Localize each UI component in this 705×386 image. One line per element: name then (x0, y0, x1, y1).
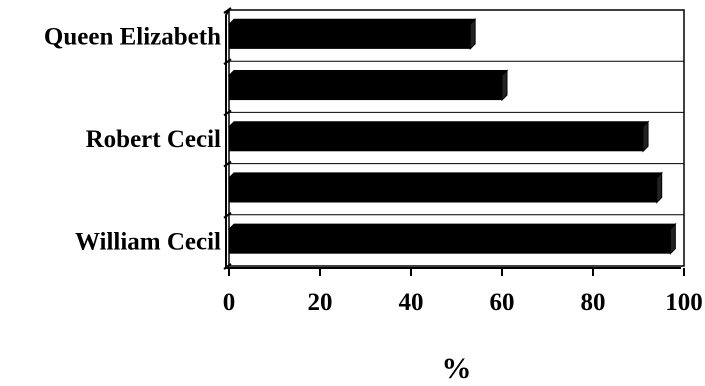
bar (227, 171, 663, 204)
bars (227, 18, 677, 255)
y-tick-mark (223, 109, 232, 117)
bar-top-face (227, 172, 663, 179)
x-tick-label: 80 (581, 289, 606, 316)
x-axis-title: % (442, 352, 472, 385)
x-tick-label: 60 (490, 289, 515, 316)
x-tick-label: 100 (665, 289, 703, 316)
category-label: William Cecil (75, 228, 221, 255)
bar-top-face (227, 70, 509, 77)
bar-end-face (469, 18, 476, 51)
bar-front-face (229, 177, 657, 203)
y-tick-mark (223, 7, 232, 14)
y-axis-line (225, 9, 230, 269)
gridlines (223, 7, 684, 270)
bar-end-face (656, 171, 663, 204)
bar (227, 69, 509, 102)
y-tick-mark (223, 58, 232, 66)
bar-front-face (229, 126, 644, 152)
bar (227, 120, 650, 153)
bar-end-face (669, 222, 676, 255)
bar-end-face (642, 120, 649, 153)
bar-top-face (227, 121, 650, 128)
x-axis-ticks: 0 20 40 60 80 100 (223, 268, 703, 316)
x-tick-label: 0 (223, 289, 236, 316)
bar-front-face (229, 24, 471, 49)
bar-end-face (501, 69, 508, 102)
bar-front-face (229, 75, 502, 101)
category-label: Robert Cecil (86, 126, 221, 153)
bar (227, 222, 677, 255)
x-tick-label: 40 (399, 289, 424, 316)
category-labels: Queen Elizabeth Robert Cecil William Cecil (44, 24, 221, 256)
category-label: Queen Elizabeth (44, 24, 221, 51)
bar-top-face (227, 223, 677, 230)
x-tick-label: 20 (308, 289, 333, 316)
bar-front-face (229, 229, 671, 254)
bar (227, 18, 477, 51)
bar-top-face (227, 18, 477, 25)
y-tick-mark (223, 160, 232, 168)
y-tick-mark (223, 211, 232, 219)
y-tick-mark (223, 263, 232, 270)
